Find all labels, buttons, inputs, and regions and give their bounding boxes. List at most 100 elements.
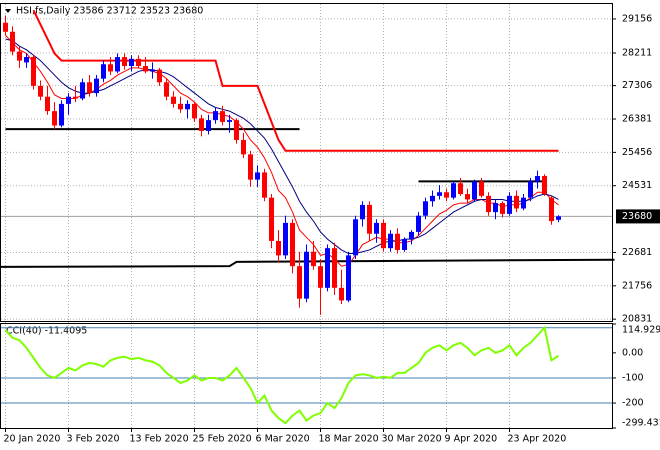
candle-body [87,82,92,94]
candle-body [129,58,134,67]
current-price-box [616,209,660,224]
y-tick-label: 22681 [622,247,652,258]
main-panel-frame [0,3,613,322]
overlay-line [32,9,559,152]
candle-body [17,51,22,61]
x-tick-label: 30 Mar 2020 [382,434,442,445]
candle-body [220,111,225,122]
candle-body [479,181,484,196]
y-tick-label: 21756 [622,280,652,291]
candle-body [409,231,414,240]
candle-body [444,192,449,198]
candle-body [269,197,274,241]
candle-body [514,195,519,209]
candle-body [388,233,393,249]
y-tick-label: 24531 [622,180,652,191]
candle-body [122,57,127,67]
candle-body [178,103,183,110]
candle-body [206,120,211,131]
candle-body [227,120,232,122]
current-price-label: 23680 [622,211,652,222]
x-tick-label: 13 Feb 2020 [130,434,189,445]
candle-body [199,118,204,131]
x-tick-label: 20 Jan 2020 [4,434,61,445]
candle-body [171,96,176,104]
candle-body [304,251,309,299]
x-tick-label: 9 Apr 2020 [445,434,498,445]
candle-body [486,195,491,213]
candle-body [528,181,533,198]
candle-body [402,239,407,250]
candle-body [38,85,43,97]
candle-body [276,240,281,256]
candle-body [542,176,547,195]
candle-body [31,57,36,86]
candle-body [52,111,57,126]
candle-body [318,266,323,288]
candle-body [374,222,379,234]
candle-body [283,222,288,256]
candle-body [24,57,29,63]
candle-body [367,204,372,234]
candle-body [115,57,120,72]
candle-body [164,82,169,97]
y-tick-label: -100 [622,372,644,383]
cci-panel-frame [0,323,613,429]
x-tick-label: 18 Mar 2020 [319,434,379,445]
candle-body [430,195,435,202]
candle-body [10,31,15,52]
candle-body [101,64,106,79]
candle-body [423,201,428,216]
x-tick-label: 6 Mar 2020 [256,434,310,445]
candle-body [458,183,463,195]
candle-body [381,222,386,249]
candle-body [136,58,141,67]
y-tick-label: 27306 [622,80,652,91]
candle-body [521,197,526,209]
candle-body [66,96,71,104]
y-tick-label: -299.431 [622,418,660,429]
candle-body [451,183,456,198]
candle-body [297,266,302,299]
candle-body [416,215,421,232]
cci-line [4,325,560,425]
y-tick-label: 26381 [622,114,652,125]
candle-body [535,176,540,182]
candle-body [241,139,246,155]
candle-body [59,103,64,126]
y-tick-label: 25456 [622,147,652,158]
candle-body [255,172,260,180]
candle-body [465,194,470,200]
candle-body [157,69,162,83]
candle-body [213,111,218,121]
chart-title: HSI,fs,Daily 23586 23712 23523 23680 [16,6,203,17]
x-tick-label: 23 Apr 2020 [508,434,567,445]
candle-body [339,287,344,301]
candle-body [185,103,190,110]
y-tick-label: 29156 [622,13,652,24]
y-tick-label: -200 [622,398,644,409]
panel-marker [5,9,11,13]
candle-body [437,192,442,196]
candle-body [94,78,99,94]
candle-body [262,172,267,198]
candle-body [360,204,365,220]
y-tick-label: 0.00 [622,347,643,358]
candle-body [395,233,400,250]
candle-body [549,197,554,222]
candle-body [108,64,113,72]
y-tick-label: 28211 [622,48,652,59]
y-tick-label: 114.9297 [622,325,660,336]
candle-body [332,248,337,288]
candle-body [311,251,316,267]
candle-body [150,69,155,72]
candle-body [143,66,148,72]
candle-body [493,203,498,213]
cci-title: CCI(40) -11.4095 [6,326,87,337]
candle-body [248,154,253,180]
candle-body [45,96,50,112]
y-tick-label: 20831 [622,314,652,325]
candle-body [507,195,512,214]
